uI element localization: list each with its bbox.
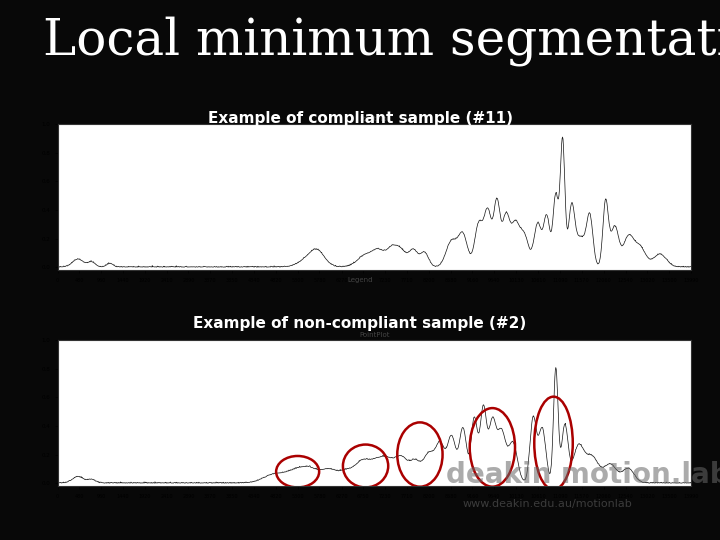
Text: Legend: Legend xyxy=(347,277,373,283)
Text: Example of non-compliant sample (#2): Example of non-compliant sample (#2) xyxy=(194,316,526,331)
Title: PointPlot: PointPlot xyxy=(359,117,390,123)
Text: deakin motion.lab: deakin motion.lab xyxy=(446,461,720,489)
Title: PointPlot: PointPlot xyxy=(359,333,390,339)
Text: www.deakin.edu.au/motionlab: www.deakin.edu.au/motionlab xyxy=(462,498,632,509)
Text: Local minimum segmentation: Local minimum segmentation xyxy=(43,16,720,66)
Text: Example of compliant sample (#11): Example of compliant sample (#11) xyxy=(207,111,513,126)
